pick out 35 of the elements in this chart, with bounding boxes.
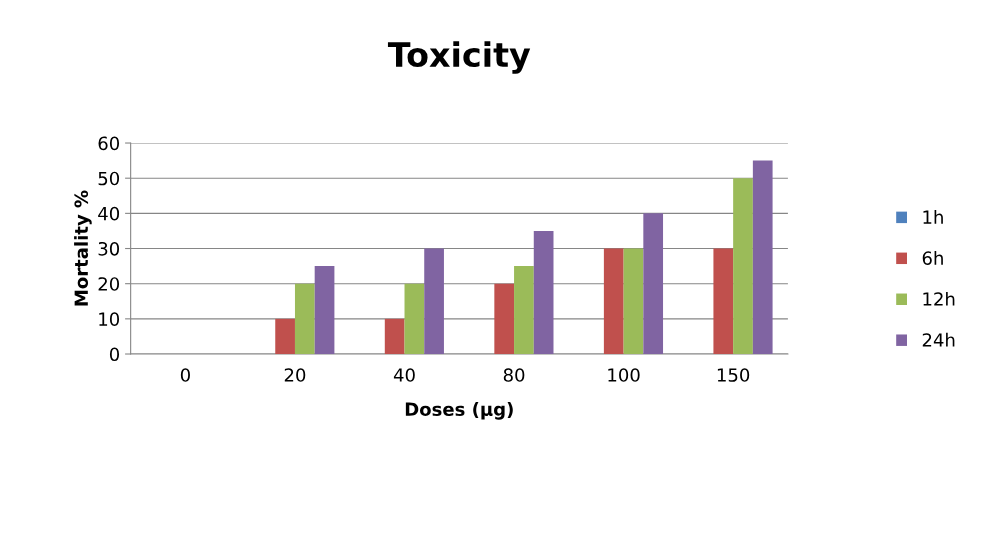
legend-label: 24h [922, 332, 955, 347]
bar [733, 178, 753, 355]
bar [514, 266, 534, 355]
bar [314, 266, 335, 355]
x-tick-label: 20 [284, 368, 306, 382]
bar [752, 160, 773, 355]
bar [404, 283, 425, 355]
y-tick-label: 30 [98, 241, 120, 256]
legend-label: 1h [923, 210, 943, 224]
bar [494, 283, 515, 355]
legend-label: 6h [922, 250, 943, 265]
bar [275, 318, 295, 355]
y-tick-label: 0 [109, 347, 120, 362]
y-tick-label: 20 [98, 277, 120, 291]
x-tick-label: 80 [503, 368, 525, 382]
x-tick-label: 40 [393, 368, 415, 382]
bar [424, 248, 444, 355]
bar [533, 230, 554, 355]
y-axis-title: Mortality % [74, 190, 92, 306]
bar [384, 318, 405, 355]
y-tick-label: 10 [99, 312, 120, 326]
chart-title: Toxicity [387, 41, 531, 74]
x-tick-label: 100 [608, 368, 640, 382]
bar [623, 248, 644, 355]
y-tick-label: 40 [98, 206, 120, 221]
x-tick-label: 150 [717, 368, 750, 382]
bar [294, 283, 315, 355]
bar [713, 248, 734, 355]
y-tick-label: 50 [98, 171, 120, 186]
legend-label: 12h [923, 291, 955, 306]
x-axis-title: Doses (µg) [405, 402, 513, 420]
x-tick-label: 0 [180, 368, 190, 382]
bar [643, 213, 664, 355]
y-tick-label: 60 [98, 136, 120, 151]
bar [603, 248, 624, 355]
